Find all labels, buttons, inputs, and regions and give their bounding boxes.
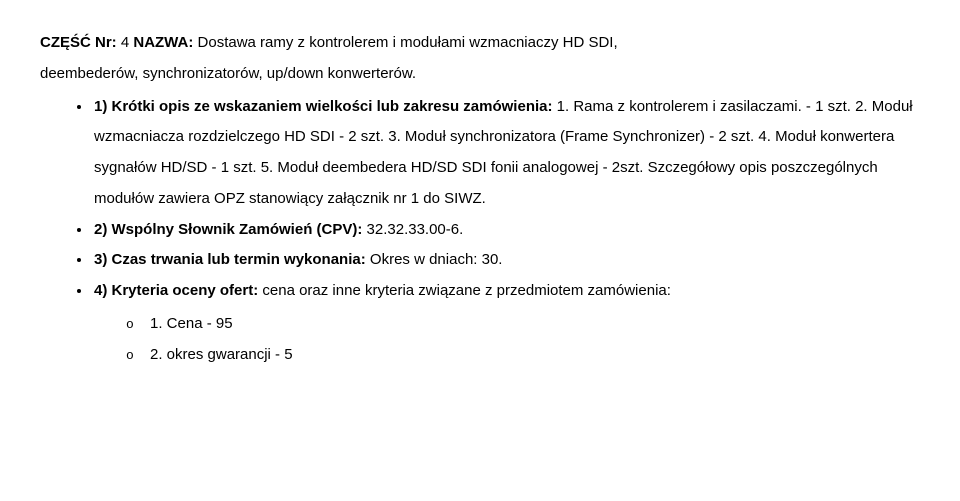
section-title-line1: CZĘŚĆ Nr: 4 NAZWA: Dostawa ramy z kontro… (40, 28, 920, 59)
criteria-item: 2. okres gwarancji - 5 (150, 340, 920, 371)
item2-label: 2) Wspólny Słownik Zamówień (CPV): (94, 221, 362, 238)
item3-label: 3) Czas trwania lub termin wykonania: (94, 251, 366, 268)
list-item-cpv: 2) Wspólny Słownik Zamówień (CPV): 32.32… (92, 215, 920, 246)
list-item-duration: 3) Czas trwania lub termin wykonania: Ok… (92, 245, 920, 276)
item4-text: cena oraz inne kryteria związane z przed… (262, 282, 671, 299)
main-list: 1) Krótki opis ze wskazaniem wielkości l… (40, 92, 920, 371)
criteria-sublist: 1. Cena - 95 2. okres gwarancji - 5 (94, 309, 920, 371)
list-item-description: 1) Krótki opis ze wskazaniem wielkości l… (92, 92, 920, 215)
item2-text: 32.32.33.00-6. (367, 221, 464, 238)
section-title-line2: deembederów, synchronizatorów, up/down k… (40, 59, 920, 90)
name-text: Dostawa ramy z kontrolerem i modułami wz… (198, 34, 618, 51)
part-label: CZĘŚĆ Nr: (40, 34, 117, 51)
item3-text: Okres w dniach: 30. (370, 251, 503, 268)
name-label: NAZWA: (133, 34, 193, 51)
part-number: 4 (121, 34, 129, 51)
criteria-item: 1. Cena - 95 (150, 309, 920, 340)
list-item-criteria: 4) Kryteria oceny ofert: cena oraz inne … (92, 276, 920, 370)
item1-label: 1) Krótki opis ze wskazaniem wielkości l… (94, 98, 553, 115)
item4-label: 4) Kryteria oceny ofert: (94, 282, 258, 299)
